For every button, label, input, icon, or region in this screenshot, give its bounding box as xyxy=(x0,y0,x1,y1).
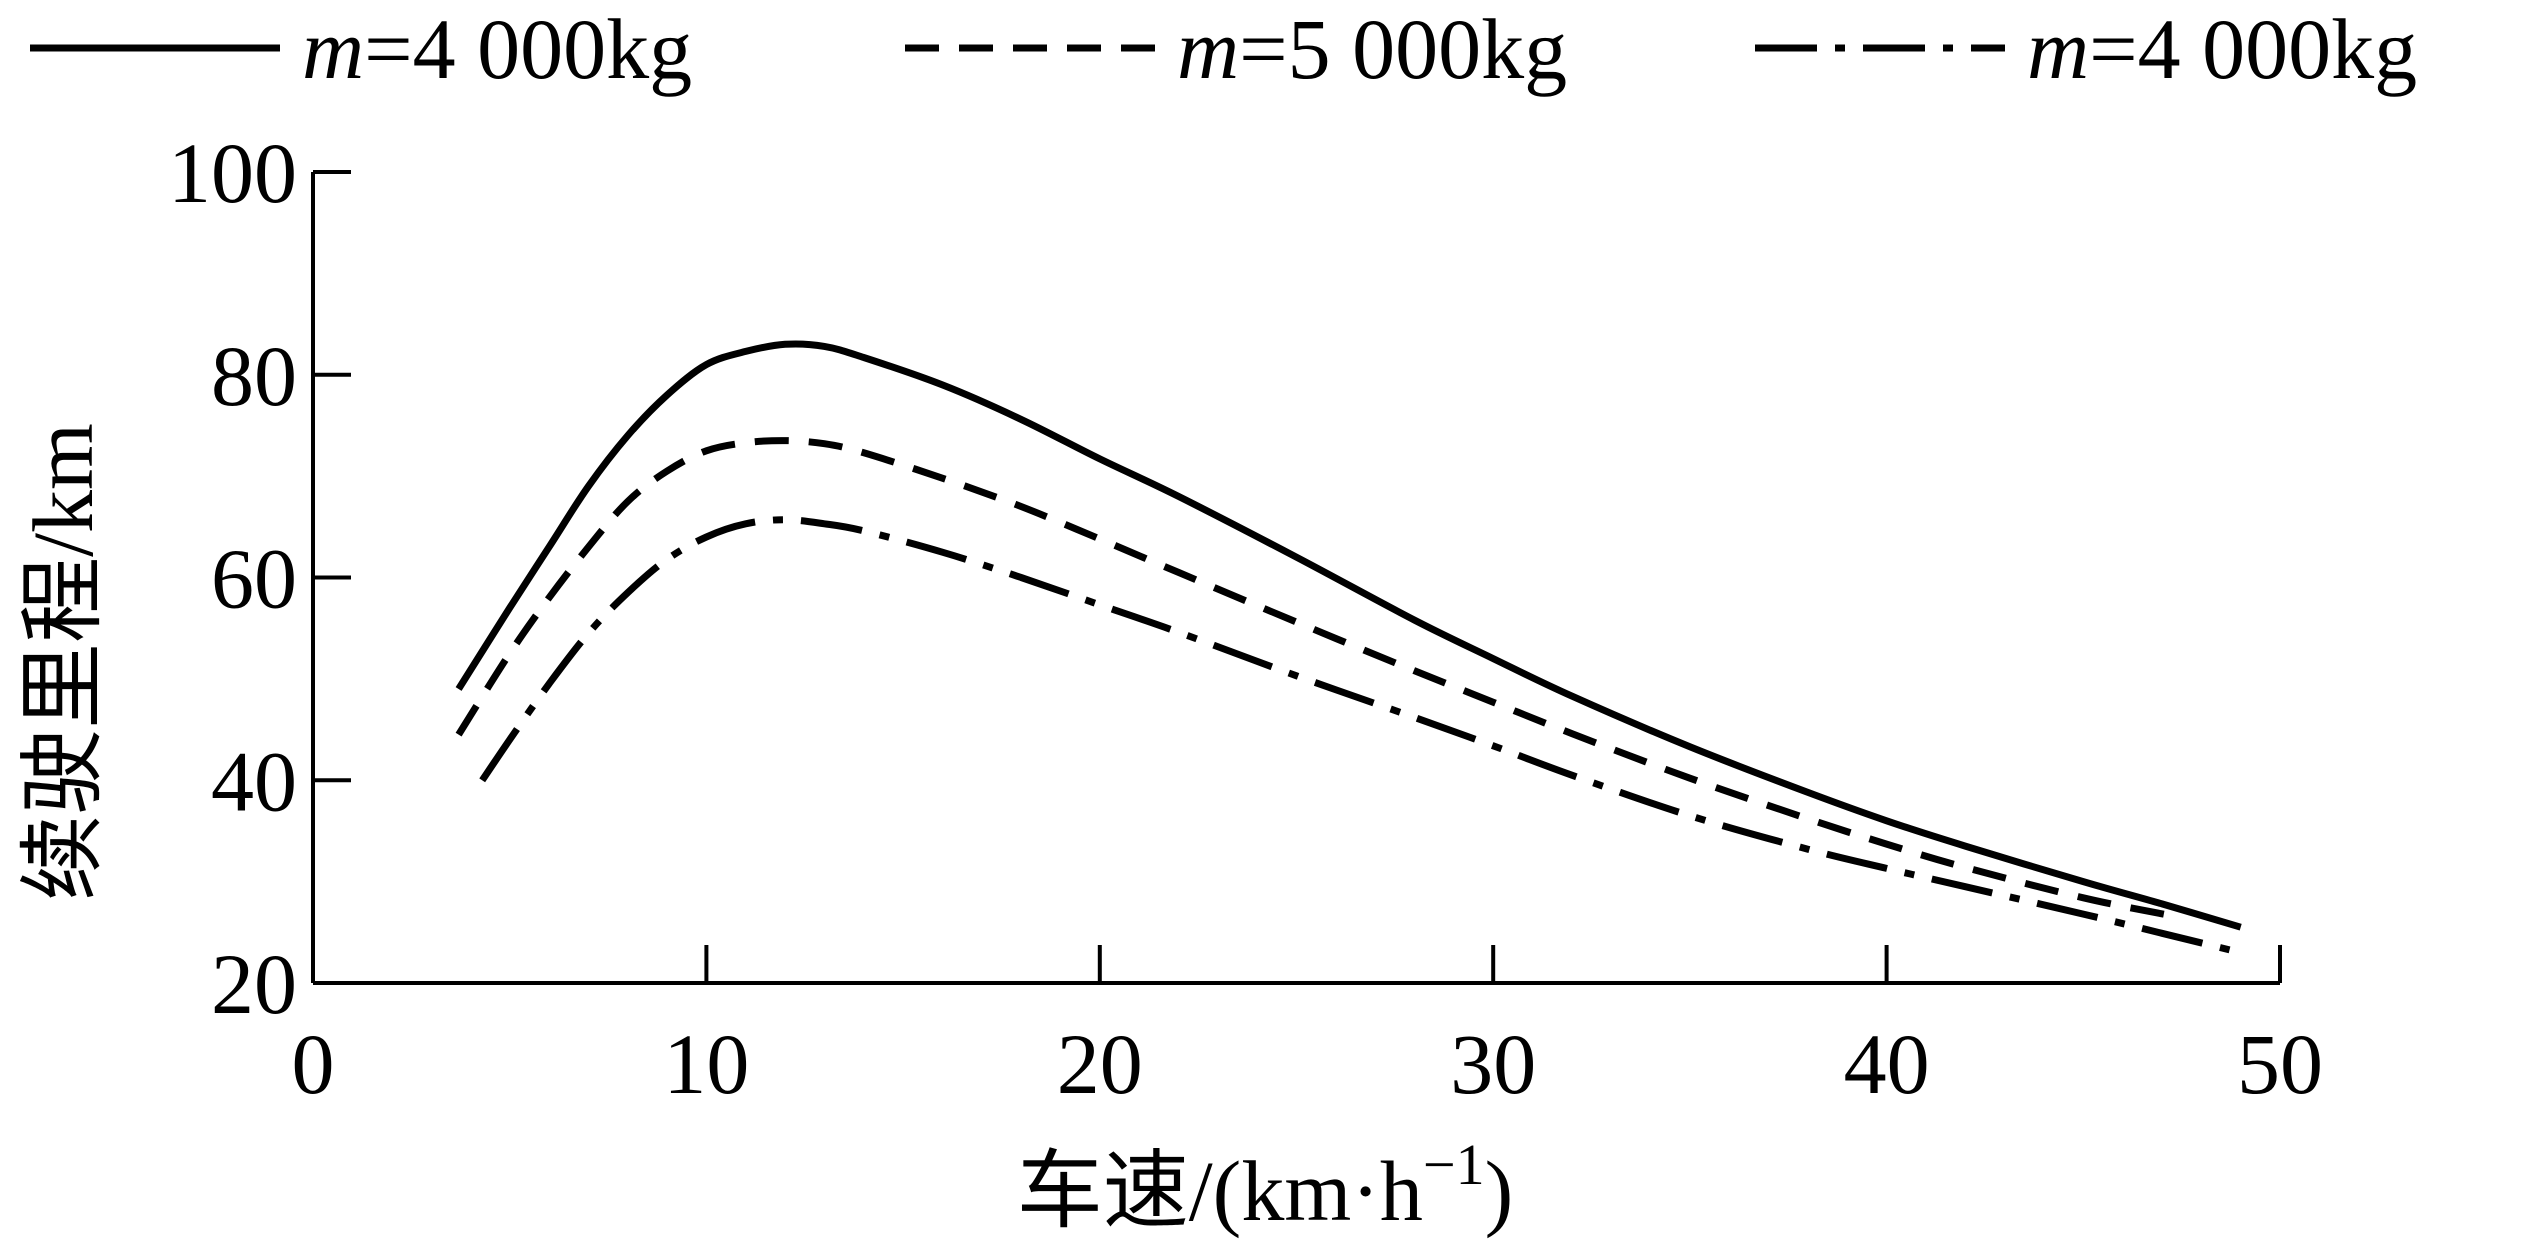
x-tick-label: 30 xyxy=(1450,1016,1536,1112)
series-layer xyxy=(455,340,2242,957)
plot-area: 0 10 20 30 40 50 20 40 60 80 100 xyxy=(168,125,2323,1112)
x-axis-label: 车速/(km·h−1) xyxy=(1017,1132,1513,1239)
legend-label-3: m=4 000kg xyxy=(2027,1,2417,97)
legend-mass-value: =4 000kg xyxy=(364,1,692,97)
y-tick-label: 60 xyxy=(211,531,297,627)
y-tick-label: 80 xyxy=(211,328,297,424)
legend-label-2: m=5 000kg xyxy=(1177,1,1567,97)
x-tick-label: 0 xyxy=(292,1016,335,1112)
legend-mass-symbol: m xyxy=(302,1,364,97)
legend: m=4 000kg m=5 000kg m=4 000kg xyxy=(30,1,2417,97)
y-tick-label: 20 xyxy=(211,936,297,1032)
x-axis-label-close: ) xyxy=(1485,1143,1514,1239)
series-line-3-dash-dot xyxy=(479,516,2242,957)
series-line-1-solid xyxy=(455,340,2242,931)
y-tick-label: 40 xyxy=(211,733,297,829)
ticks-layer: 0 10 20 30 40 50 20 40 60 80 100 xyxy=(168,125,2323,1112)
y-tick-label: 100 xyxy=(168,125,297,221)
axes-layer xyxy=(311,172,2280,985)
legend-mass-symbol: m xyxy=(2027,1,2089,97)
x-tick-label: 40 xyxy=(1844,1016,1930,1112)
series-line-2-dashed xyxy=(455,437,2175,920)
y-axis-label: 续驶里程/km xyxy=(15,423,111,901)
x-axis-label-exponent: −1 xyxy=(1423,1132,1485,1197)
legend-mass-symbol: m xyxy=(1177,1,1239,97)
x-tick-label: 50 xyxy=(2237,1016,2323,1112)
legend-label-1: m=4 000kg xyxy=(302,1,692,97)
x-tick-label: 10 xyxy=(663,1016,749,1112)
legend-mass-value: =5 000kg xyxy=(1239,1,1567,97)
x-axis-label-main: 车速/(km·h xyxy=(1017,1143,1423,1239)
legend-mass-value: =4 000kg xyxy=(2089,1,2417,97)
x-tick-label: 20 xyxy=(1057,1016,1143,1112)
